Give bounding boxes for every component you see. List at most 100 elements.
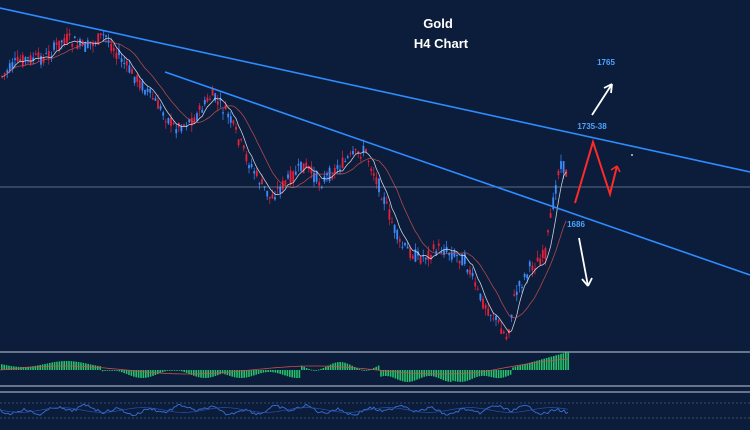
candle-body xyxy=(557,170,560,176)
candle-body xyxy=(193,117,196,124)
candle-body xyxy=(300,161,302,171)
candle-body xyxy=(34,53,37,55)
level-label-1765: 1765 xyxy=(597,58,615,67)
histogram-bar xyxy=(255,370,257,375)
candle-body xyxy=(37,52,40,58)
histogram-bar xyxy=(425,370,428,377)
candle-body xyxy=(21,55,24,67)
oscillator-signal-line xyxy=(0,407,569,413)
histogram-bar xyxy=(377,365,380,370)
histogram-bar xyxy=(507,370,509,376)
candle-body xyxy=(159,105,162,110)
histogram-bar xyxy=(375,366,377,370)
histogram-bar xyxy=(193,370,195,376)
histogram-bar xyxy=(397,370,399,380)
histogram-bar xyxy=(449,370,452,382)
histogram-bar xyxy=(27,366,29,370)
candle-body xyxy=(102,34,105,36)
histogram-bar xyxy=(433,370,435,377)
candle-body xyxy=(448,252,451,256)
histogram-bar xyxy=(409,370,411,382)
candle-body xyxy=(531,265,534,271)
histogram-bar xyxy=(353,366,356,370)
upper-trendline xyxy=(0,7,750,173)
candle-body xyxy=(365,149,367,153)
candle-body xyxy=(261,179,263,185)
histogram-bar xyxy=(3,364,5,370)
candle-body xyxy=(237,139,240,146)
candle-body xyxy=(328,167,331,181)
candle-body xyxy=(393,224,396,233)
histogram-bar xyxy=(125,370,128,375)
histogram-bar xyxy=(166,370,169,371)
histogram-bar xyxy=(113,370,116,371)
histogram-bar xyxy=(538,359,541,370)
histogram-bar xyxy=(368,369,370,371)
histogram-bar xyxy=(147,370,149,378)
histogram-bar xyxy=(459,370,461,382)
level-label-1735-38: 1735-38 xyxy=(577,122,607,131)
candle-body xyxy=(258,183,261,185)
histogram-bar xyxy=(500,370,502,378)
candle-body xyxy=(214,93,217,101)
histogram-bar xyxy=(289,370,291,377)
candle-body xyxy=(305,162,308,168)
histogram-bar xyxy=(560,353,562,370)
histogram-bar xyxy=(567,351,569,370)
candle-body xyxy=(370,168,373,171)
histogram-bar xyxy=(490,370,493,378)
histogram-bar xyxy=(447,370,449,382)
candle-body xyxy=(331,177,334,180)
candle-body xyxy=(198,105,201,110)
histogram-bar xyxy=(137,370,140,378)
histogram-bar xyxy=(65,361,68,370)
candle-body xyxy=(362,145,365,153)
histogram-bar xyxy=(99,366,101,370)
histogram-bar xyxy=(97,365,99,370)
candle-body xyxy=(138,80,141,89)
candle-body xyxy=(136,75,139,82)
candle-body xyxy=(209,98,211,100)
candle-body xyxy=(339,169,341,171)
histogram-bar xyxy=(320,368,322,370)
candle-body xyxy=(435,250,438,255)
candle-body xyxy=(144,89,146,95)
candle-body xyxy=(541,249,544,258)
candle-body xyxy=(211,88,214,96)
histogram-bar xyxy=(181,370,183,372)
candle-body xyxy=(279,186,282,193)
histogram-bar xyxy=(514,366,517,370)
histogram-bar xyxy=(34,365,37,370)
histogram-bar xyxy=(466,370,469,381)
candle-body xyxy=(131,69,133,74)
candle-body xyxy=(71,43,74,47)
histogram-bar xyxy=(469,370,471,380)
candle-body xyxy=(297,163,300,166)
histogram-bar xyxy=(380,370,382,377)
histogram-bar xyxy=(128,370,130,376)
histogram-bar xyxy=(238,370,241,378)
histogram-bar xyxy=(41,364,44,370)
histogram-bar xyxy=(13,366,15,370)
histogram-bar xyxy=(284,370,286,376)
level-label-1686: 1686 xyxy=(567,220,585,229)
candle-body xyxy=(216,101,219,105)
candle-body xyxy=(380,199,383,201)
histogram-bar xyxy=(521,364,524,370)
candle-body xyxy=(112,48,115,52)
candle-body xyxy=(27,57,29,59)
histogram-bar xyxy=(173,370,176,371)
histogram-bar xyxy=(5,365,8,370)
candle-body xyxy=(201,109,204,113)
candle-body xyxy=(502,331,505,334)
histogram-bar xyxy=(111,370,113,371)
histogram-bar xyxy=(442,370,445,381)
histogram-bar xyxy=(493,370,495,378)
histogram-bar xyxy=(20,366,22,370)
histogram-bar xyxy=(133,370,135,377)
candle-body xyxy=(409,247,412,258)
histogram-bar xyxy=(296,370,298,378)
histogram-bar xyxy=(130,370,133,376)
histogram-bar xyxy=(358,368,361,370)
histogram-bar xyxy=(541,359,543,370)
